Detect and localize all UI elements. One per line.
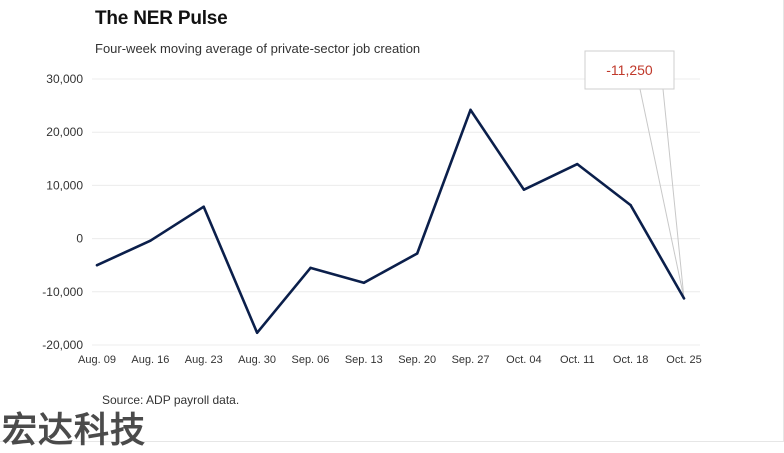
series-line	[95, 108, 686, 335]
x-tick-label: Aug. 23	[185, 354, 223, 366]
line-chart: -20,000 -10,000 0 10,000 20,000 30,000 Aug. 09…	[42, 50, 702, 366]
x-tick-label: Aug. 16	[131, 354, 169, 366]
callout-leader	[662, 88, 685, 299]
x-tick-label: Sep. 27	[452, 354, 490, 366]
x-tick-label: Aug. 30	[238, 354, 276, 366]
y-tick-label: -10,000	[42, 285, 83, 299]
data-point	[576, 162, 579, 166]
y-tick-label: 0	[76, 232, 83, 246]
data-point	[415, 252, 419, 255]
data-point	[682, 297, 686, 300]
watermark-logo: 宏达科技	[2, 411, 147, 451]
x-tick-label: Oct. 11	[560, 354, 595, 366]
y-tick-label: 30,000	[46, 72, 83, 86]
data-point	[255, 331, 259, 334]
x-tick-label: Oct. 25	[666, 354, 701, 366]
x-tick-label: Oct. 04	[506, 354, 541, 366]
data-point	[149, 239, 152, 242]
x-tick-label: Sep. 06	[291, 354, 329, 366]
callout-leader	[639, 88, 685, 299]
data-point	[469, 108, 472, 112]
y-tick-label: 20,000	[46, 125, 83, 139]
x-tick-label: Sep. 20	[398, 354, 436, 366]
callout-box	[584, 50, 675, 90]
callout-label: -11,250	[606, 62, 653, 78]
data-point	[202, 205, 205, 208]
y-tick-label: -20,000	[42, 338, 83, 352]
x-tick-label: Sep. 13	[345, 354, 383, 366]
data-point	[522, 188, 526, 191]
x-tick-label: Aug. 09	[78, 354, 116, 366]
x-tick-label: Oct. 18	[613, 354, 648, 366]
chart-subtitle: Four-week moving average of private-sect…	[95, 41, 421, 56]
data-point	[309, 266, 312, 270]
chart-title: The NER Pulse	[95, 8, 228, 29]
y-tick-label: 10,000	[46, 178, 83, 192]
source-note: Source: ADP payroll data.	[102, 393, 240, 407]
data-point	[362, 281, 366, 284]
data-point	[95, 264, 99, 267]
data-point	[629, 203, 632, 207]
